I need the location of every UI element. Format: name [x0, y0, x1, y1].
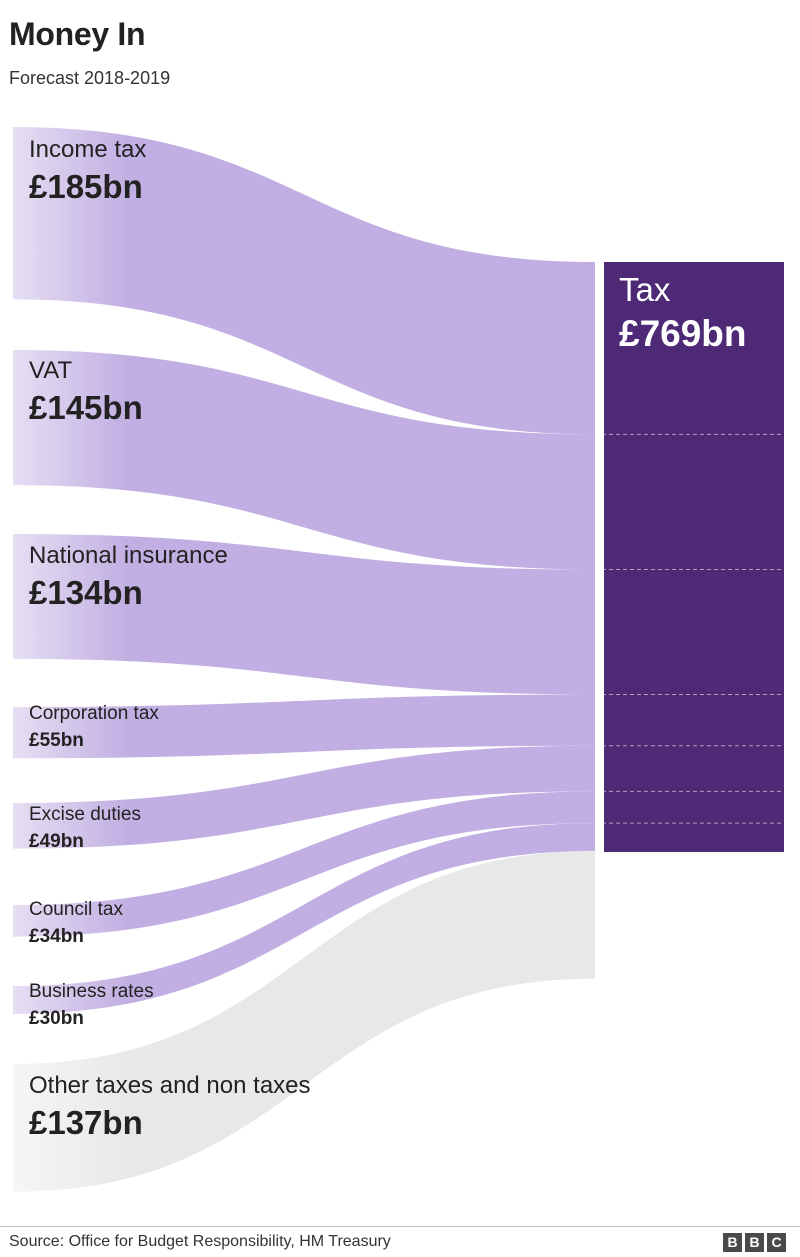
- source-label-council-tax: Council tax £34bn: [29, 899, 123, 948]
- source-value: £185bn: [29, 168, 143, 206]
- footer-divider: [0, 1226, 800, 1227]
- sankey-diagram: [13, 127, 784, 1192]
- source-label-national-insurance: National insurance £134bn: [29, 542, 228, 612]
- tax-node-label: Tax £769bn: [619, 271, 747, 355]
- tax-node-name: Tax: [619, 271, 671, 308]
- chart-title: Money In: [9, 16, 146, 52]
- source-label-business-rates: Business rates £30bn: [29, 981, 154, 1030]
- source-name: Council tax: [29, 899, 123, 920]
- chart-subtitle: Forecast 2018-2019: [9, 68, 171, 88]
- bbc-logo: B B C: [723, 1233, 786, 1252]
- source-value: £30bn: [29, 1007, 84, 1029]
- source-name: Income tax: [29, 136, 147, 163]
- source-note: Source: Office for Budget Responsibility…: [9, 1233, 391, 1250]
- source-label-vat: VAT £145bn: [29, 357, 143, 427]
- source-value: £55bn: [29, 729, 84, 751]
- source-name: Other taxes and non taxes: [29, 1072, 311, 1099]
- source-name: National insurance: [29, 542, 228, 569]
- flow-other-taxes-and-non-taxes: [13, 851, 595, 1192]
- flow-council-tax: [13, 791, 595, 937]
- source-label-excise-duties: Excise duties £49bn: [29, 804, 141, 853]
- logo-letter-c: C: [767, 1233, 786, 1252]
- flow-national-insurance: [13, 534, 595, 695]
- logo-letter-b2: B: [745, 1233, 764, 1252]
- tax-node-value: £769bn: [619, 313, 747, 355]
- flow-income-tax: [13, 127, 595, 435]
- source-value: £134bn: [29, 574, 143, 612]
- source-label-income-tax: Income tax £185bn: [29, 136, 147, 206]
- source-value: £145bn: [29, 389, 143, 427]
- flow-business-rates: [13, 823, 595, 1014]
- source-name: Business rates: [29, 981, 154, 1002]
- source-label-other-taxes-and-non-taxes: Other taxes and non taxes £137bn: [29, 1072, 311, 1142]
- logo-letter-b1: B: [723, 1233, 742, 1252]
- source-label-corporation-tax: Corporation tax £55bn: [29, 703, 159, 752]
- tax-node: [604, 262, 784, 853]
- source-value: £137bn: [29, 1104, 143, 1142]
- flow-corporation-tax: [13, 694, 595, 759]
- flow-vat: [13, 350, 595, 570]
- source-value: £49bn: [29, 830, 84, 852]
- source-name: Excise duties: [29, 804, 141, 825]
- source-name: Corporation tax: [29, 703, 159, 724]
- source-value: £34bn: [29, 925, 84, 947]
- source-name: VAT: [29, 357, 73, 384]
- flow-excise-duties: [13, 745, 595, 849]
